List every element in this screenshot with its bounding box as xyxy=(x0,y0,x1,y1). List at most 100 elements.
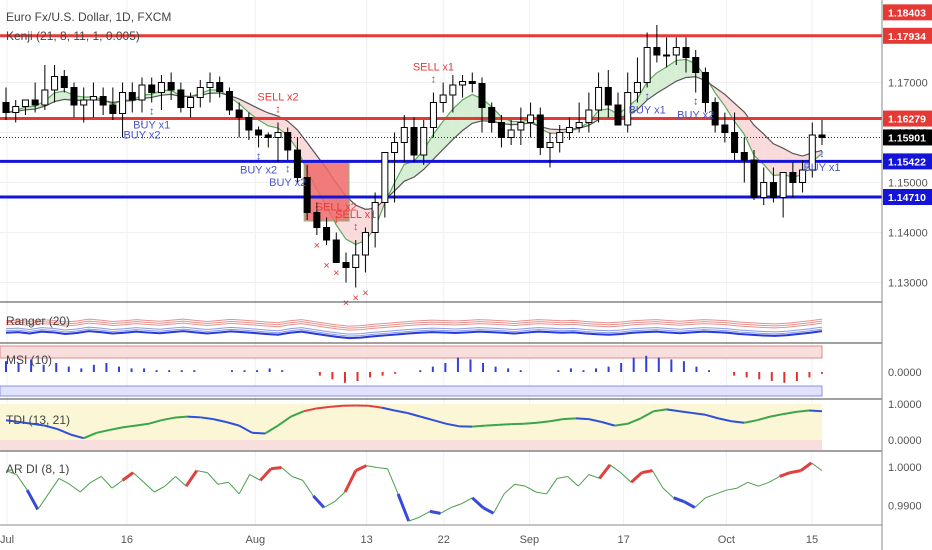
candle[interactable] xyxy=(740,152,748,161)
candle[interactable] xyxy=(352,254,360,268)
candle[interactable] xyxy=(177,89,185,108)
candle[interactable] xyxy=(400,127,408,143)
candle[interactable] xyxy=(196,87,204,98)
candle[interactable] xyxy=(371,202,379,233)
ardi-line xyxy=(101,476,113,489)
candle[interactable] xyxy=(216,82,224,92)
candle[interactable] xyxy=(429,102,437,128)
candle[interactable] xyxy=(779,172,787,198)
ardi-line xyxy=(694,497,706,508)
candle[interactable] xyxy=(89,96,97,101)
candle[interactable] xyxy=(614,104,622,126)
candle[interactable] xyxy=(488,107,496,123)
candle[interactable] xyxy=(235,109,243,118)
candle[interactable] xyxy=(206,82,214,88)
candle[interactable] xyxy=(575,122,583,128)
candle[interactable] xyxy=(565,127,573,133)
cloud-segment xyxy=(637,81,648,110)
tdi-line xyxy=(498,423,512,426)
candle[interactable] xyxy=(808,134,816,171)
candle[interactable] xyxy=(303,177,311,213)
candle[interactable] xyxy=(507,129,515,138)
tdi-line xyxy=(316,405,330,410)
candle[interactable] xyxy=(119,92,127,114)
candle[interactable] xyxy=(799,169,807,183)
candle[interactable] xyxy=(157,82,165,93)
candle[interactable] xyxy=(536,114,544,148)
candle[interactable] xyxy=(701,72,709,103)
candle[interactable] xyxy=(410,127,418,156)
candle[interactable] xyxy=(731,132,739,153)
candle[interactable] xyxy=(478,83,486,108)
candle[interactable] xyxy=(21,99,29,107)
candle[interactable] xyxy=(818,134,826,138)
ardi-tick-label: 1.0000 xyxy=(888,462,922,474)
candle[interactable] xyxy=(245,117,253,131)
candle[interactable] xyxy=(361,232,369,256)
candle[interactable] xyxy=(293,149,301,178)
candle[interactable] xyxy=(31,99,39,106)
candle[interactable] xyxy=(109,104,117,114)
candle[interactable] xyxy=(468,81,476,84)
candle[interactable] xyxy=(633,82,641,93)
candle[interactable] xyxy=(711,102,719,126)
candle[interactable] xyxy=(604,87,612,106)
candle[interactable] xyxy=(459,81,467,86)
candle[interactable] xyxy=(692,57,700,73)
candle[interactable] xyxy=(672,47,680,56)
buy-arrow: ↕ xyxy=(139,116,145,128)
candle[interactable] xyxy=(527,114,535,123)
candle[interactable] xyxy=(128,92,136,101)
candle[interactable] xyxy=(769,182,777,198)
candles[interactable] xyxy=(2,25,826,288)
candle[interactable] xyxy=(643,47,651,83)
time-tick-label: 22 xyxy=(438,534,450,546)
candle[interactable] xyxy=(449,84,457,96)
candle[interactable] xyxy=(721,124,729,133)
candle[interactable] xyxy=(264,134,272,138)
candle[interactable] xyxy=(99,96,107,106)
candle[interactable] xyxy=(682,47,690,58)
indicator-msi-label: MSI (10) xyxy=(6,353,52,367)
candle[interactable] xyxy=(323,227,331,241)
candle[interactable] xyxy=(595,87,603,111)
candle[interactable] xyxy=(2,102,10,113)
ardi-line xyxy=(440,507,452,514)
candle[interactable] xyxy=(342,262,350,268)
candle[interactable] xyxy=(556,132,564,143)
candle[interactable] xyxy=(585,109,593,123)
candle[interactable] xyxy=(624,92,632,126)
candle[interactable] xyxy=(80,99,88,106)
candle[interactable] xyxy=(12,106,20,113)
candle[interactable] xyxy=(274,132,282,138)
candle[interactable] xyxy=(750,159,758,198)
candle[interactable] xyxy=(255,129,263,136)
ardi-line xyxy=(90,476,102,483)
ardi-line xyxy=(747,481,759,487)
candle[interactable] xyxy=(439,94,447,103)
candle[interactable] xyxy=(284,132,292,151)
candle[interactable] xyxy=(420,127,428,156)
candle[interactable] xyxy=(60,76,68,88)
candle[interactable] xyxy=(187,97,195,108)
candle[interactable] xyxy=(138,84,146,101)
candle[interactable] xyxy=(51,76,59,91)
candle[interactable] xyxy=(332,239,340,263)
candle[interactable] xyxy=(789,172,797,183)
ardi-line xyxy=(726,487,738,491)
candle[interactable] xyxy=(381,152,389,203)
candle[interactable] xyxy=(225,91,233,111)
candle[interactable] xyxy=(167,82,175,91)
candle[interactable] xyxy=(313,212,321,228)
candle[interactable] xyxy=(497,122,505,138)
candle[interactable] xyxy=(70,87,78,106)
candle[interactable] xyxy=(517,122,525,131)
candle[interactable] xyxy=(41,89,49,106)
candle[interactable] xyxy=(760,182,768,198)
candle[interactable] xyxy=(546,142,554,148)
candle[interactable] xyxy=(148,84,156,93)
candle[interactable] xyxy=(663,54,671,57)
candle[interactable] xyxy=(653,47,661,56)
candle[interactable] xyxy=(391,142,399,153)
